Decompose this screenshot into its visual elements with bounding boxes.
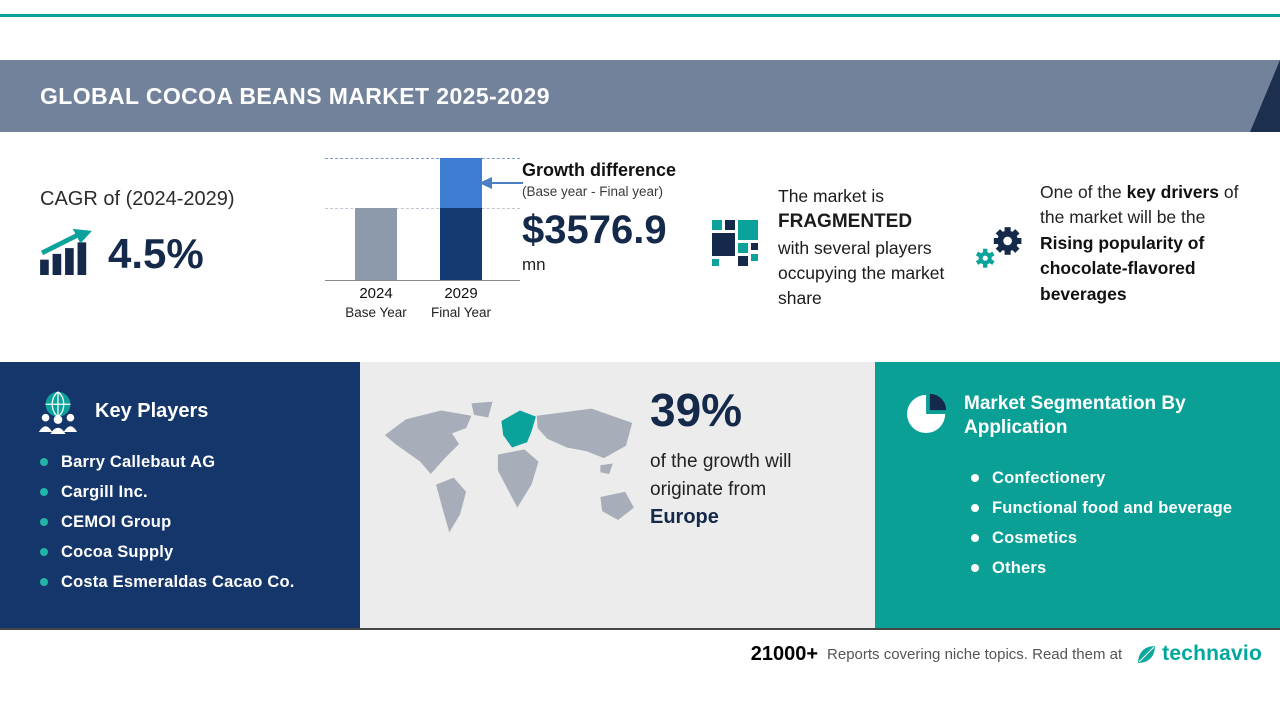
- segmentation-header: Market Segmentation By Application: [907, 392, 1214, 440]
- bullet-icon: [971, 534, 979, 542]
- dashed-guide-base: [325, 208, 520, 209]
- bullet-icon: [40, 578, 48, 586]
- market-fragmented-block: The market is FRAGMENTED with several pl…: [712, 184, 962, 310]
- header-banner: GLOBAL COCOA BEANS MARKET 2025-2029: [0, 60, 1280, 132]
- segmentation-item: Cosmetics: [971, 528, 1232, 547]
- cagr-value: 4.5%: [108, 230, 204, 277]
- base-year-label: Base Year: [345, 305, 407, 320]
- growth-difference-title: Growth difference: [522, 160, 677, 180]
- top-accent-bar: [0, 14, 1280, 17]
- bullet-icon: [40, 488, 48, 496]
- footer-text: Reports covering niche topics. Read them…: [827, 645, 1123, 663]
- regional-growth-text: 39% of the growth will originate from Eu…: [650, 386, 830, 532]
- fragmented-line2: FRAGMENTED: [778, 210, 913, 232]
- cagr-row: 4.5%: [40, 227, 300, 275]
- chart-baseline: [325, 280, 520, 281]
- fragmented-text: The market is FRAGMENTED with several pl…: [778, 184, 948, 310]
- key-players-title: Key Players: [95, 399, 209, 422]
- key-player-label: Costa Esmeraldas Cacao Co.: [61, 572, 295, 591]
- globe-people-icon: [38, 391, 78, 434]
- lower-panels: Key Players Barry Callebaut AG Cargill I…: [0, 362, 1280, 628]
- bar-chart-rising-arrow-icon: [40, 228, 92, 275]
- segmentation-label: Functional food and beverage: [992, 498, 1233, 517]
- segmentation-label: Others: [992, 558, 1047, 577]
- bullet-icon: [971, 504, 979, 512]
- x-label-2024: 2024 Base Year: [334, 285, 418, 320]
- key-driver-block: One of the key drivers of the market wil…: [972, 180, 1262, 307]
- key-player-item: Cargill Inc.: [40, 482, 295, 501]
- segmentation-label: Cosmetics: [992, 528, 1078, 547]
- dashed-guide-final: [325, 158, 520, 159]
- segmentation-label: Confectionery: [992, 468, 1106, 487]
- key-player-label: Cocoa Supply: [61, 542, 174, 561]
- world-map-europe-highlight: [384, 401, 634, 533]
- segmentation-list: Confectionery Functional food and bevera…: [971, 468, 1233, 590]
- mosaic-squares-icon: [712, 220, 758, 266]
- gears-icon-wrap: [972, 222, 1026, 307]
- key-player-item: CEMOI Group: [40, 512, 295, 531]
- key-player-label: Barry Callebaut AG: [61, 452, 216, 471]
- regional-growth-region: Europe: [650, 506, 719, 529]
- footer: 21000+ Reports covering niche topics. Re…: [0, 628, 1280, 720]
- driver-text-1: One of the: [1040, 182, 1127, 202]
- header-corner-fold: [1250, 60, 1280, 132]
- gears-icon: [975, 227, 1022, 268]
- regional-growth-sentence: of the growth will originate from: [650, 451, 792, 500]
- key-player-item: Cocoa Supply: [40, 542, 295, 561]
- bullet-icon: [40, 458, 48, 466]
- pie-chart-icon: [907, 393, 947, 434]
- driver-text-2: of the market will be the: [1040, 182, 1239, 228]
- growth-difference-arrow-icon: [479, 177, 523, 189]
- segmentation-item: Functional food and beverage: [971, 498, 1233, 517]
- growth-difference-block: Growth difference (Base year - Final yea…: [522, 160, 717, 275]
- driver-bold-1: key drivers: [1126, 182, 1220, 202]
- cagr-block: CAGR of (2024-2029) 4.5%: [40, 188, 300, 275]
- segmentation-item: Others: [971, 558, 1232, 577]
- technavio-logo: technavio: [1136, 642, 1262, 666]
- bullet-icon: [40, 548, 48, 556]
- year-2029: 2029: [444, 285, 478, 302]
- x-label-2029: 2029 Final Year: [419, 285, 503, 320]
- key-player-label: Cargill Inc.: [61, 482, 148, 501]
- key-players-header: Key Players: [36, 388, 208, 434]
- key-driver-text: One of the key drivers of the market wil…: [1040, 180, 1256, 307]
- brand-name: technavio: [1162, 642, 1262, 665]
- stats-row: CAGR of (2024-2029) 4.5% 202: [0, 132, 1280, 362]
- bullet-icon: [971, 564, 979, 572]
- europe-region: [501, 410, 536, 448]
- growth-bar-chart: 2024 Base Year 2029 Final Year: [325, 148, 520, 323]
- year-2024: 2024: [359, 285, 393, 302]
- segmentation-item: Confectionery: [971, 468, 1232, 487]
- fragmented-line1: The market is: [778, 186, 884, 206]
- segmentation-panel: Market Segmentation By Application Confe…: [875, 362, 1280, 628]
- final-year-label: Final Year: [430, 305, 492, 320]
- growth-difference-subtitle: (Base year - Final year): [522, 184, 664, 199]
- bar-2029-final-year: [440, 158, 482, 280]
- footer-content: 21000+ Reports covering niche topics. Re…: [751, 642, 1262, 666]
- regional-growth-panel: 39% of the growth will originate from Eu…: [360, 362, 875, 628]
- segmentation-title: Market Segmentation By Application: [964, 393, 1186, 438]
- regional-growth-line: of the growth will originate from Europe: [650, 448, 822, 532]
- growth-difference-unit: mn: [522, 255, 546, 274]
- key-players-panel: Key Players Barry Callebaut AG Cargill I…: [0, 362, 360, 628]
- cagr-label: CAGR of (2024-2029): [40, 188, 235, 210]
- regional-growth-percent: 39%: [650, 384, 743, 436]
- bar-2024-base-year: [355, 208, 397, 280]
- bullet-icon: [971, 474, 979, 482]
- key-player-item: Costa Esmeraldas Cacao Co.: [40, 572, 295, 591]
- page-title: GLOBAL COCOA BEANS MARKET 2025-2029: [40, 83, 550, 109]
- key-player-label: CEMOI Group: [61, 512, 172, 531]
- reports-count: 21000+: [750, 642, 819, 665]
- bullet-icon: [40, 518, 48, 526]
- fragmented-line3: with several players occupying the marke…: [778, 237, 945, 308]
- key-players-list: Barry Callebaut AG Cargill Inc. CEMOI Gr…: [40, 452, 295, 604]
- fragmented-icon-wrap: [712, 220, 762, 310]
- key-player-item: Barry Callebaut AG: [40, 452, 295, 471]
- growth-difference-value: $3576.9: [522, 208, 667, 252]
- driver-bold-2: Rising popularity of chocolate-flavored …: [1040, 232, 1205, 304]
- leaf-icon: [1138, 645, 1156, 663]
